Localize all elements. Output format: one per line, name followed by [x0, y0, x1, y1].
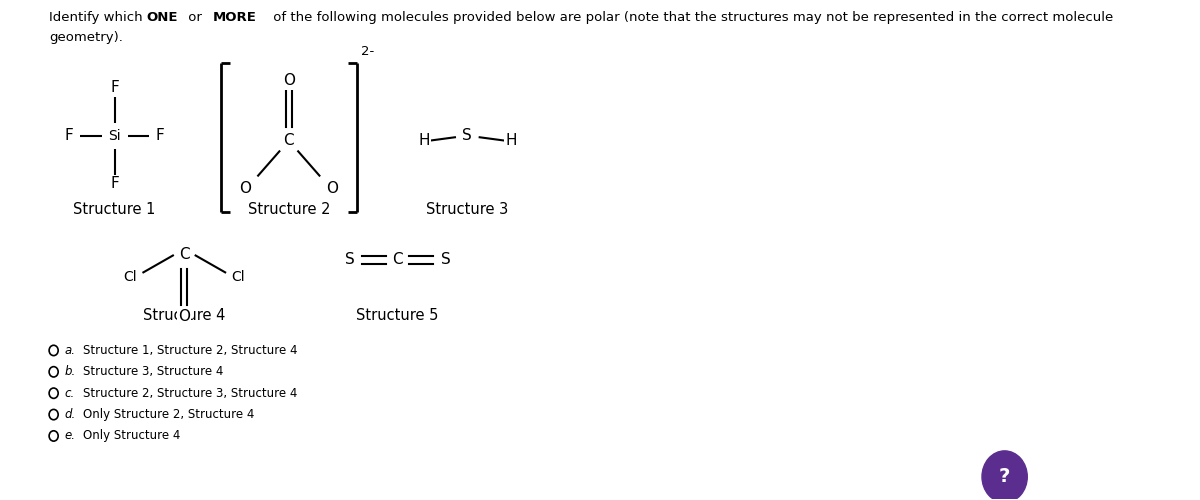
- Text: Identify which: Identify which: [49, 12, 148, 24]
- Text: ONE: ONE: [146, 12, 179, 24]
- Text: Structure 1, Structure 2, Structure 4: Structure 1, Structure 2, Structure 4: [83, 344, 298, 357]
- Text: F: F: [156, 128, 164, 143]
- Text: H: H: [418, 133, 430, 148]
- Text: H: H: [505, 133, 516, 148]
- Text: Structure 4: Structure 4: [143, 308, 226, 322]
- Circle shape: [982, 451, 1027, 500]
- Text: MORE: MORE: [214, 12, 257, 24]
- Text: F: F: [110, 176, 119, 191]
- Text: Cl: Cl: [232, 270, 245, 284]
- Text: a.: a.: [64, 344, 76, 357]
- Text: Only Structure 4: Only Structure 4: [83, 430, 181, 442]
- Text: e.: e.: [64, 430, 76, 442]
- Text: S: S: [462, 128, 472, 143]
- Text: C: C: [392, 252, 403, 268]
- Text: O: O: [179, 309, 191, 324]
- Text: of the following molecules provided below are polar (note that the structures ma: of the following molecules provided belo…: [269, 12, 1112, 24]
- Text: Cl: Cl: [124, 270, 137, 284]
- Text: c.: c.: [64, 386, 74, 400]
- Text: O: O: [326, 181, 338, 196]
- Text: O: O: [239, 181, 251, 196]
- Text: Structure 1: Structure 1: [73, 202, 156, 218]
- Text: S: S: [344, 252, 355, 268]
- Text: F: F: [110, 80, 119, 96]
- Text: or: or: [185, 12, 206, 24]
- Text: C: C: [283, 133, 294, 148]
- Text: Si: Si: [108, 128, 121, 142]
- Text: 2-: 2-: [361, 45, 374, 58]
- Text: C: C: [179, 248, 190, 262]
- Text: b.: b.: [64, 366, 76, 378]
- Text: Only Structure 2, Structure 4: Only Structure 2, Structure 4: [83, 408, 254, 421]
- Text: S: S: [440, 252, 450, 268]
- Text: geometry).: geometry).: [49, 31, 124, 44]
- Text: F: F: [65, 128, 73, 143]
- Text: ?: ?: [998, 467, 1010, 486]
- Text: O: O: [283, 74, 295, 88]
- Text: Structure 5: Structure 5: [356, 308, 439, 322]
- Text: Structure 2: Structure 2: [247, 202, 330, 218]
- Text: Structure 3: Structure 3: [426, 202, 509, 218]
- Text: Structure 2, Structure 3, Structure 4: Structure 2, Structure 3, Structure 4: [83, 386, 298, 400]
- Text: Structure 3, Structure 4: Structure 3, Structure 4: [83, 366, 223, 378]
- Text: d.: d.: [64, 408, 76, 421]
